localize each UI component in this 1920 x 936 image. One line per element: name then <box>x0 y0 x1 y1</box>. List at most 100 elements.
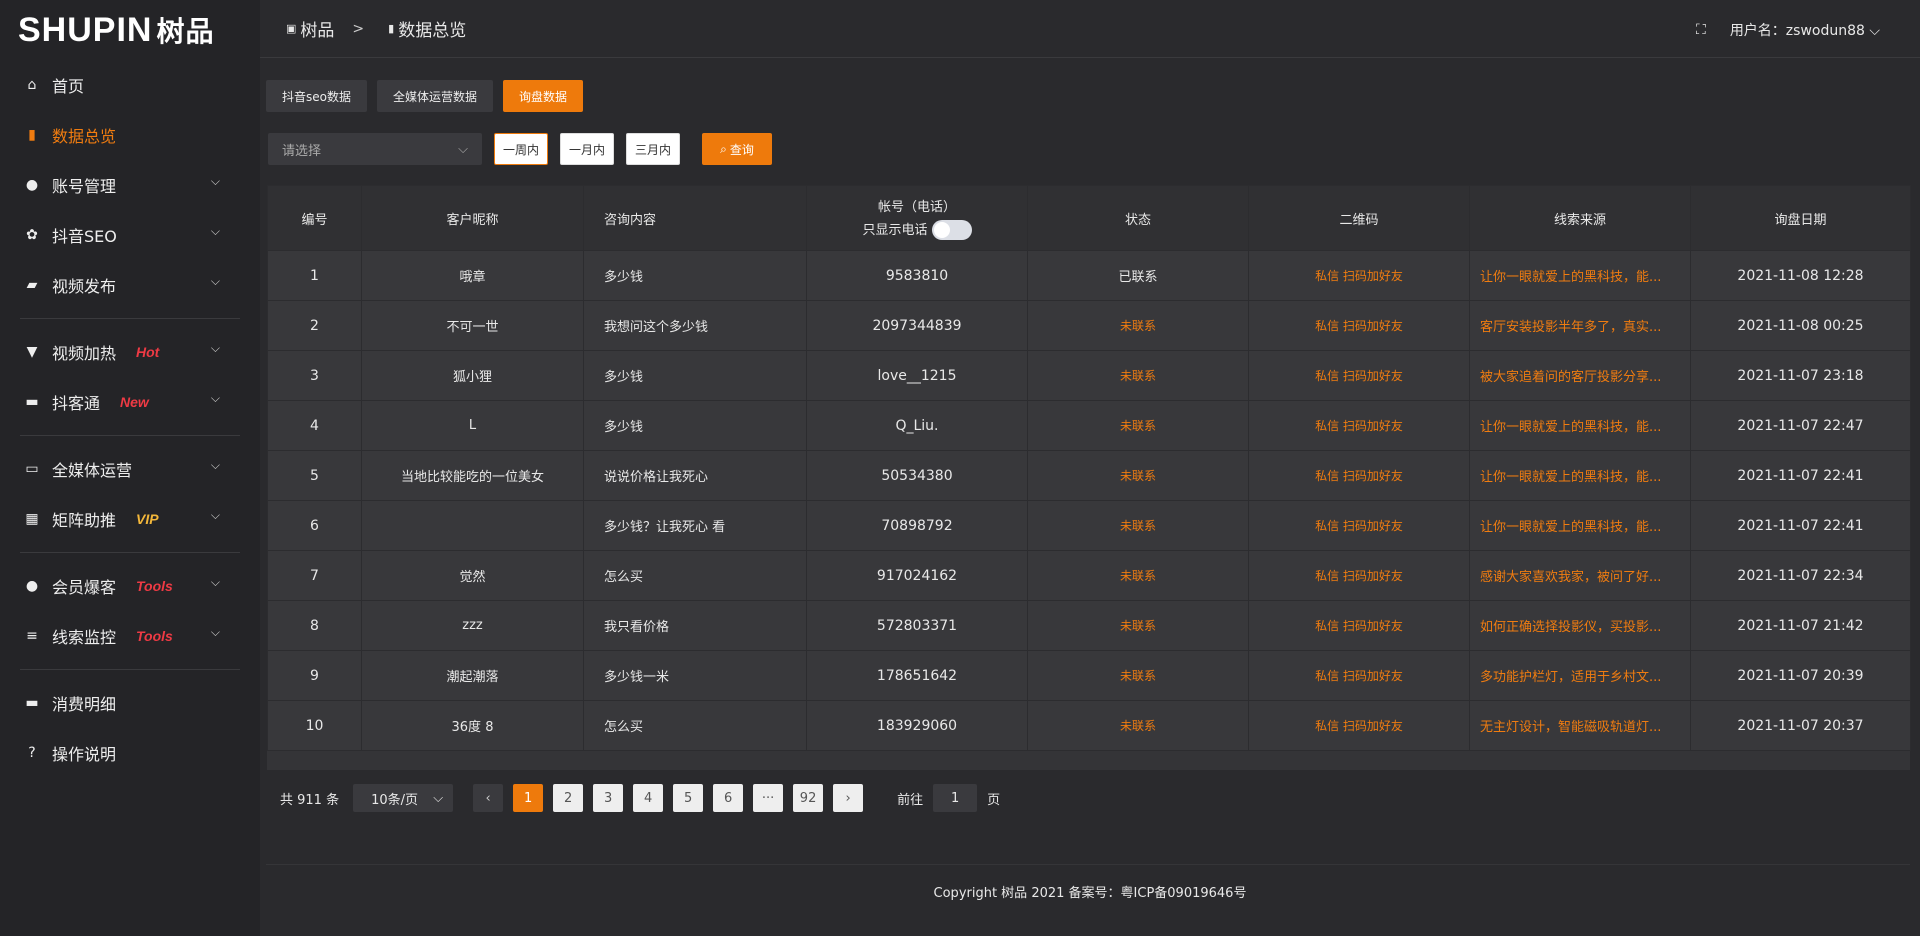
tab-inquiry[interactable]: 询盘数据 <box>503 80 584 112</box>
sidebar-badge: Tools <box>136 578 173 594</box>
col-content: 咨询内容 <box>583 185 807 251</box>
cell-qr-action[interactable]: 私信 扫码加好友 <box>1248 600 1470 651</box>
page-button[interactable]: 4 <box>633 784 664 812</box>
cell-id: 9 <box>267 650 362 701</box>
chevron-down-icon: ⌵ <box>210 625 220 639</box>
table-row: 3 狐小狸 多少钱 love__1215 未联系 私信 扫码加好友 被大家追着问… <box>267 350 1911 401</box>
sidebar-item-label: 操作说明 <box>52 745 117 764</box>
sidebar-item[interactable]: ✿ 抖音SEO ⌵ <box>0 210 260 260</box>
page-button[interactable]: 92 <box>793 784 824 812</box>
cell-source-link[interactable]: 如何正确选择投影仪，买投影... <box>1469 600 1691 651</box>
page-button[interactable]: 2 <box>553 784 584 812</box>
footer-copyright: Copyright 树品 2021 备案号：粤ICP备09019646号 <box>933 886 1247 901</box>
cell-qr-action[interactable]: 私信 扫码加好友 <box>1248 450 1470 501</box>
sidebar-item[interactable]: ▰ 视频发布 ⌵ <box>0 260 260 310</box>
cell-id: 10 <box>267 700 362 751</box>
sidebar-item[interactable]: ● 会员爆客 Tools ⌵ <box>0 561 260 611</box>
breadcrumb-current: 数据总览 <box>398 21 467 41</box>
sidebar-nav: ⌂ 首页 ▮ 数据总览 ● 账号管理 ⌵ ✿ 抖音SEO ⌵ ▰ 视频发布 ⌵ ▼ 视频加热 Hot ⌵ ▬ 抖客通… <box>0 60 260 778</box>
query-button[interactable]: ⌕ 查询 <box>702 133 773 165</box>
page-size-value: 10条/页 <box>371 792 419 808</box>
cell-qr-action[interactable]: 私信 扫码加好友 <box>1248 350 1470 401</box>
cell-source-link[interactable]: 无主灯设计，智能磁吸轨道灯... <box>1469 700 1691 751</box>
sidebar-item[interactable]: ? 操作说明 <box>0 728 260 778</box>
cell-source-link[interactable]: 被大家追着问的客厅投影分享... <box>1469 350 1691 401</box>
cell-source-link[interactable]: 让你一眼就爱上的黑科技，能... <box>1469 400 1691 451</box>
cell-qr-action[interactable]: 私信 扫码加好友 <box>1248 550 1470 601</box>
cell-qr-action[interactable]: 私信 扫码加好友 <box>1248 400 1470 451</box>
page-button[interactable]: 3 <box>593 784 624 812</box>
cell-content: 我只看价格 <box>583 600 807 651</box>
user-icon: ● <box>25 177 39 193</box>
cell-name: 狐小狸 <box>361 350 584 401</box>
cell-source-link[interactable]: 感谢大家喜欢我家，被问了好... <box>1469 550 1691 601</box>
table-row: 9 潮起潮落 多少钱一米 178651642 未联系 私信 扫码加好友 多功能护… <box>267 650 1911 701</box>
table-row: 8 zzz 我只看价格 572803371 未联系 私信 扫码加好友 如何正确选… <box>267 600 1911 651</box>
cell-status: 未联系 <box>1027 600 1249 651</box>
sidebar-item-label: 抖音SEO <box>52 227 117 246</box>
bar-chart-icon: ▮ <box>28 127 36 143</box>
sidebar-item-label: 数据总览 <box>52 127 117 146</box>
cell-qr-action[interactable]: 私信 扫码加好友 <box>1248 700 1470 751</box>
range-week-button[interactable]: 一周内 <box>494 133 549 165</box>
cell-source-link[interactable]: 多功能护栏灯，适用于乡村文... <box>1469 650 1691 701</box>
cell-name: zzz <box>361 600 584 651</box>
cell-source-link[interactable]: 让你一眼就爱上的黑科技，能... <box>1469 450 1691 501</box>
sidebar-item[interactable]: ▬ 消费明细 <box>0 678 260 728</box>
cell-account: 178651642 <box>806 650 1028 701</box>
cell-name: 哦章 <box>361 250 584 301</box>
sidebar: SHUPIN 树品 ⌂ 首页 ▮ 数据总览 ● 账号管理 ⌵ ✿ 抖音SEO ⌵ ▰ 视频发布 ⌵ ▼ 视频加… <box>0 0 260 936</box>
cell-source-link[interactable]: 让你一眼就爱上的黑科技，能... <box>1469 500 1691 551</box>
sidebar-item-label: 会员爆客 <box>52 578 117 597</box>
chevron-down-icon: ⌵ <box>210 224 220 238</box>
cell-date: 2021-11-08 00:25 <box>1690 300 1911 351</box>
cell-date: 2021-11-07 22:34 <box>1690 550 1911 601</box>
cell-status: 未联系 <box>1027 650 1249 701</box>
cell-source-link[interactable]: 客厅安装投影半年多了，真实... <box>1469 300 1691 351</box>
phone-only-toggle[interactable] <box>931 220 972 241</box>
sidebar-item[interactable]: ▬ 抖客通 New ⌵ <box>0 377 260 427</box>
user-menu[interactable]: 用户名：zswodun88 ⌵ <box>1730 20 1880 40</box>
chat-icon: ▬ <box>25 394 39 410</box>
page-button[interactable]: 1 <box>513 784 544 812</box>
cell-source-link[interactable]: 让你一眼就爱上的黑科技，能... <box>1469 250 1691 301</box>
range-3month-button[interactable]: 三月内 <box>626 133 681 165</box>
source-select[interactable]: 请选择 ⌵ <box>268 133 482 165</box>
cell-id: 1 <box>267 250 362 301</box>
tab-douyin-seo[interactable]: 抖音seo数据 <box>266 80 367 112</box>
sidebar-item-label: 矩阵助推 <box>52 511 117 530</box>
page-suffix: 页 <box>987 792 1001 808</box>
phone-toggle-label: 只显示电话 <box>862 222 928 238</box>
cell-date: 2021-11-07 22:41 <box>1690 450 1911 501</box>
sidebar-item[interactable]: ● 账号管理 ⌵ <box>0 160 260 210</box>
sidebar-item[interactable]: ▦ 矩阵助推 VIP ⌵ <box>0 494 260 544</box>
page-size-select[interactable]: 10条/页 ⌵ <box>353 784 454 812</box>
sidebar-item[interactable]: ≡ 线索监控 Tools ⌵ <box>0 611 260 661</box>
page-button[interactable]: 5 <box>673 784 704 812</box>
fullscreen-icon[interactable]: ⛶ <box>1696 22 1706 38</box>
camera-icon: ▰ <box>26 277 38 293</box>
cell-name: 36度 8 <box>361 700 584 751</box>
sidebar-item[interactable]: ▼ 视频加热 Hot ⌵ <box>0 327 260 377</box>
page-button[interactable]: ··· <box>753 784 784 812</box>
cell-qr-action[interactable]: 私信 扫码加好友 <box>1248 300 1470 351</box>
range-month-button[interactable]: 一月内 <box>560 133 615 165</box>
logo[interactable]: SHUPIN 树品 <box>0 0 260 60</box>
page-list: 1 2 3 4 5 6 ··· 92 <box>513 784 833 812</box>
chevron-down-icon: ⌵ <box>210 274 220 288</box>
sidebar-item[interactable]: ▭ 全媒体运营 ⌵ <box>0 444 260 494</box>
cell-name: L <box>361 400 584 451</box>
cell-qr-action[interactable]: 私信 扫码加好友 <box>1248 650 1470 701</box>
next-page-button[interactable]: › <box>833 784 864 812</box>
page-button[interactable]: 6 <box>713 784 744 812</box>
cell-qr-action[interactable]: 私信 扫码加好友 <box>1248 500 1470 551</box>
cell-qr-action[interactable]: 私信 扫码加好友 <box>1248 250 1470 301</box>
tab-all-media[interactable]: 全媒体运营数据 <box>376 80 493 112</box>
sidebar-item[interactable]: ▮ 数据总览 <box>0 110 260 160</box>
breadcrumb-root[interactable]: 树品 <box>300 21 335 41</box>
sidebar-item[interactable]: ⌂ 首页 <box>0 60 260 110</box>
cell-content: 多少钱 <box>583 400 807 451</box>
prev-page-button[interactable]: ‹ <box>473 784 504 812</box>
goto-page-input[interactable]: 1 <box>933 784 978 812</box>
sidebar-item-label: 抖客通 <box>52 394 101 413</box>
